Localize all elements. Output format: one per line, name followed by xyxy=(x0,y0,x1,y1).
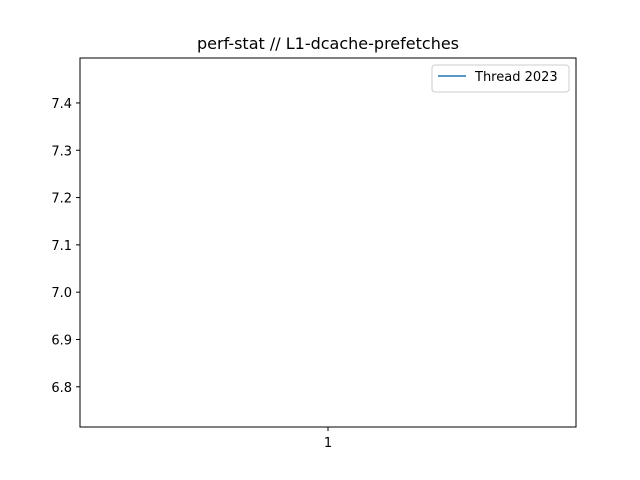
y-tick-label: 6.9 xyxy=(51,333,72,348)
plot-frame xyxy=(79,57,577,428)
y-tick-label: 6.8 xyxy=(51,381,72,396)
legend-series-label: Thread 2023 xyxy=(474,70,558,85)
y-tick-label: 7.1 xyxy=(51,239,72,254)
y-tick-label: 7.2 xyxy=(51,192,72,207)
x-tick-label: 1 xyxy=(324,436,332,451)
x-axis: 1 xyxy=(324,427,332,451)
y-tick-label: 7.3 xyxy=(51,144,72,159)
y-tick-label: 7.4 xyxy=(51,97,72,112)
legend: Thread 2023 xyxy=(431,64,570,93)
y-tick-label: 7.0 xyxy=(51,286,72,301)
y-axis: 6.8 6.9 7.0 7.1 7.2 7.3 7.4 xyxy=(51,97,80,396)
legend-box xyxy=(431,64,570,93)
chart-title: perf-stat // L1-dcache-prefetches xyxy=(197,34,459,53)
plot-area xyxy=(80,58,576,427)
